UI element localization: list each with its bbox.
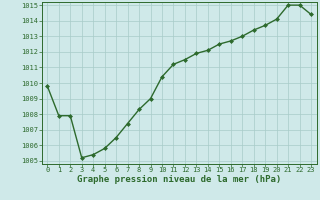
X-axis label: Graphe pression niveau de la mer (hPa): Graphe pression niveau de la mer (hPa) xyxy=(77,175,281,184)
